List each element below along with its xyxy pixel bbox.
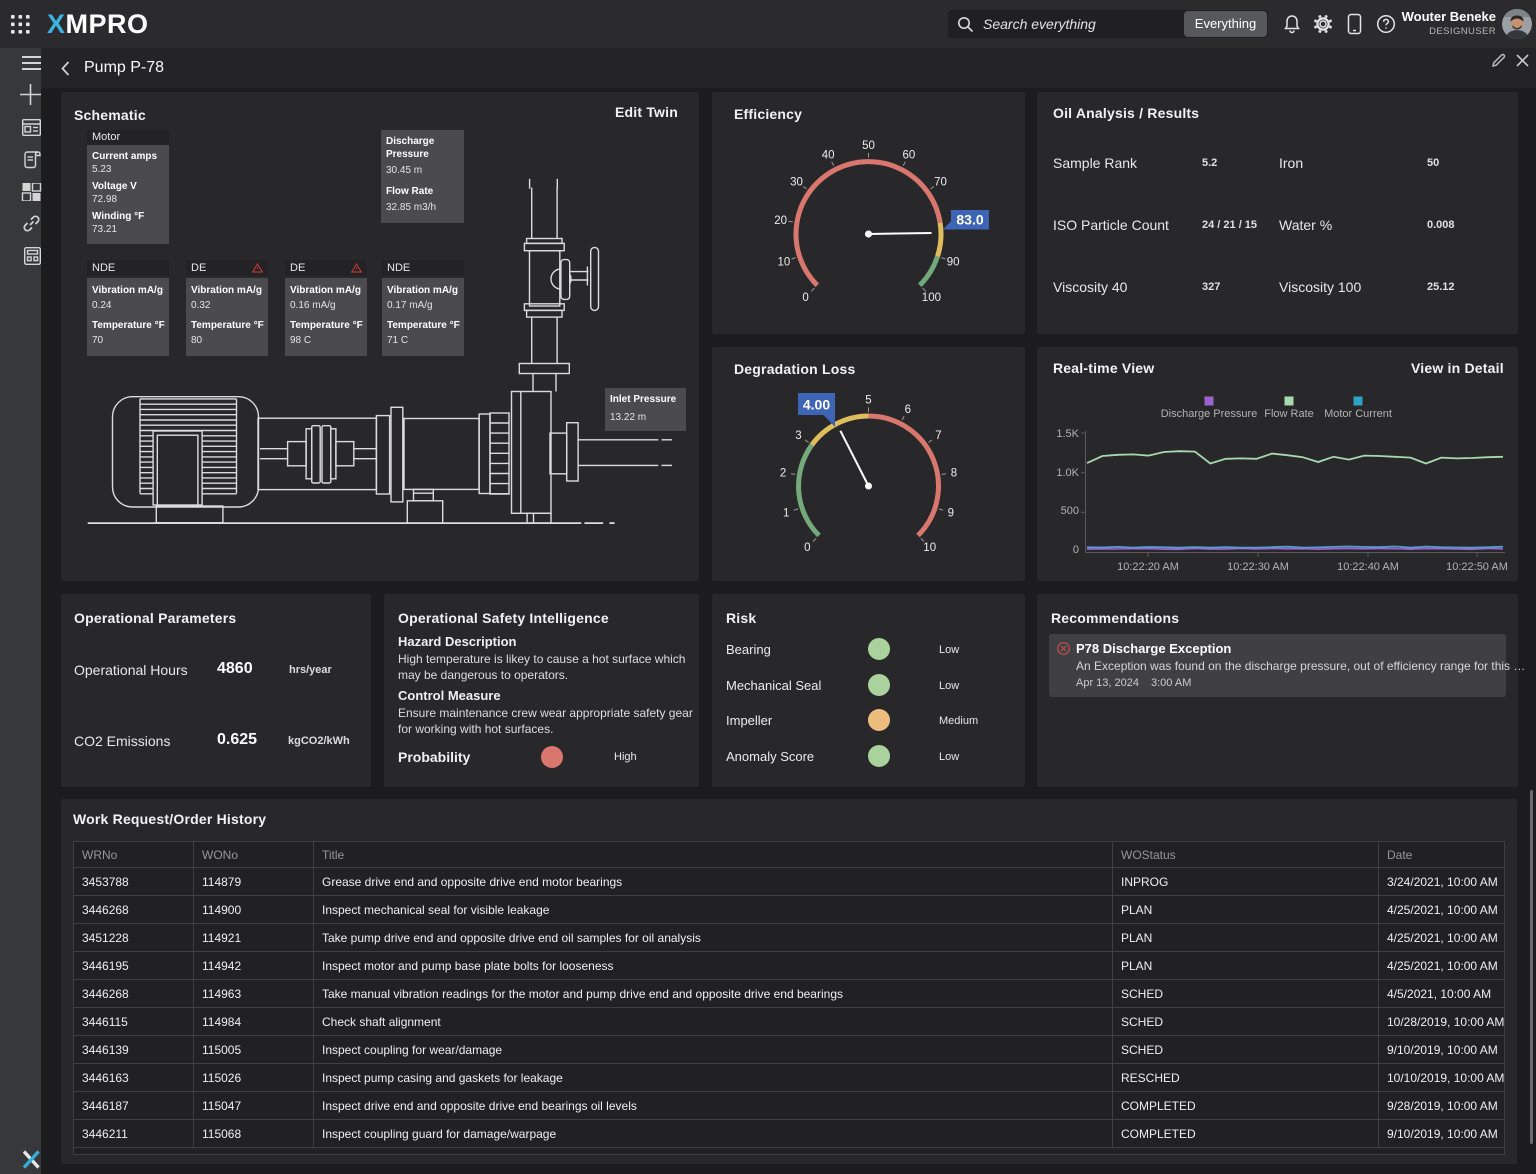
- svg-text:3: 3: [795, 430, 801, 442]
- svg-text:0: 0: [1073, 544, 1079, 556]
- svg-text:0: 0: [804, 542, 810, 554]
- svg-text:30: 30: [790, 177, 803, 189]
- svg-text:40: 40: [822, 150, 835, 162]
- svg-text:1: 1: [783, 508, 789, 520]
- svg-text:Discharge Pressure: Discharge Pressure: [1161, 408, 1258, 420]
- svg-text:50: 50: [862, 140, 875, 152]
- svg-text:500: 500: [1061, 505, 1079, 517]
- svg-text:100: 100: [922, 292, 941, 304]
- svg-text:2: 2: [780, 468, 786, 480]
- svg-text:20: 20: [774, 215, 787, 227]
- svg-text:6: 6: [905, 404, 911, 416]
- svg-text:10:22:20 AM: 10:22:20 AM: [1117, 561, 1179, 573]
- svg-text:Motor Current: Motor Current: [1324, 408, 1392, 420]
- svg-text:83.0: 83.0: [956, 212, 983, 228]
- svg-text:1.5K: 1.5K: [1056, 428, 1079, 440]
- svg-text:7: 7: [935, 430, 941, 442]
- svg-text:4.00: 4.00: [803, 397, 830, 413]
- svg-text:10:22:40 AM: 10:22:40 AM: [1337, 561, 1399, 573]
- svg-text:60: 60: [903, 150, 916, 162]
- svg-text:90: 90: [947, 257, 960, 269]
- svg-text:70: 70: [934, 177, 947, 189]
- svg-text:10: 10: [923, 542, 936, 554]
- svg-text:1.0K: 1.0K: [1056, 467, 1079, 479]
- svg-text:8: 8: [951, 468, 957, 480]
- svg-text:10:22:50 AM: 10:22:50 AM: [1446, 561, 1508, 573]
- svg-text:9: 9: [948, 508, 954, 520]
- svg-text:10:22:30 AM: 10:22:30 AM: [1227, 561, 1289, 573]
- svg-text:Flow Rate: Flow Rate: [1264, 408, 1314, 420]
- svg-text:0: 0: [802, 292, 808, 304]
- svg-text:10: 10: [778, 257, 791, 269]
- svg-text:5: 5: [865, 395, 871, 407]
